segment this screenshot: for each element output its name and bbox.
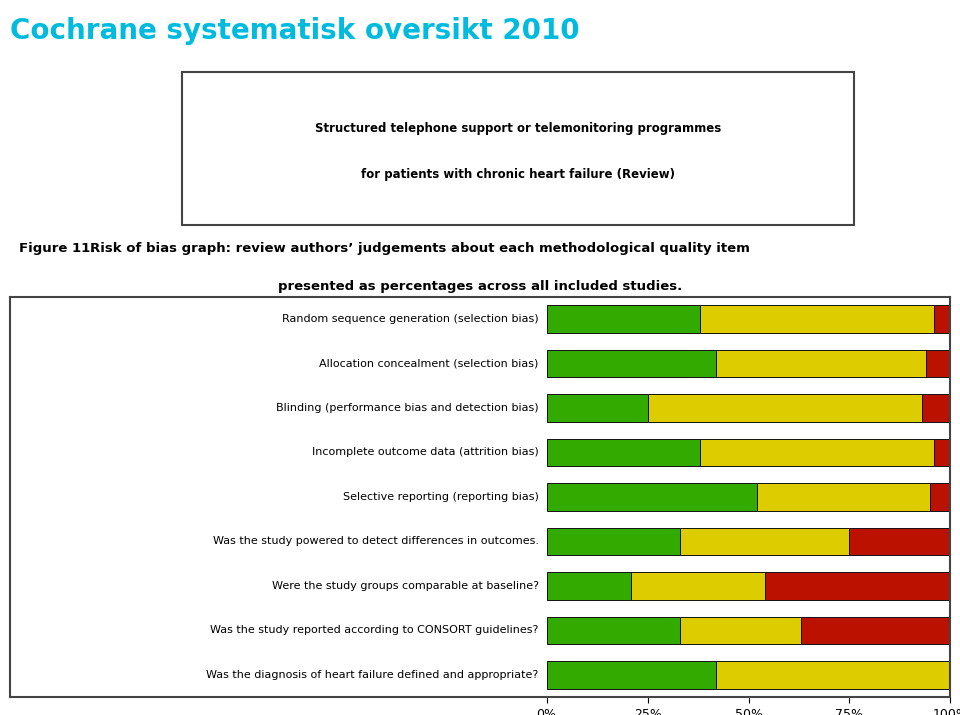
Bar xyxy=(923,394,950,422)
Text: Risk of bias graph: review authors’ judgements about each methodological quality: Risk of bias graph: review authors’ judg… xyxy=(89,242,750,255)
Bar xyxy=(716,661,950,689)
Bar xyxy=(680,528,850,556)
Bar xyxy=(930,483,950,511)
Bar xyxy=(700,438,934,466)
Bar xyxy=(648,394,923,422)
Bar xyxy=(632,572,765,600)
Bar xyxy=(546,394,648,422)
Bar xyxy=(926,350,950,378)
Text: Was the diagnosis of heart failure defined and appropriate?: Was the diagnosis of heart failure defin… xyxy=(206,670,539,680)
Bar xyxy=(546,616,680,644)
Text: Cochrane systematisk oversikt 2010: Cochrane systematisk oversikt 2010 xyxy=(10,17,579,45)
Bar xyxy=(934,438,950,466)
Text: Were the study groups comparable at baseline?: Were the study groups comparable at base… xyxy=(272,581,539,591)
Text: Was the study powered to detect differences in outcomes.: Was the study powered to detect differen… xyxy=(212,536,539,546)
Bar xyxy=(546,305,700,332)
Bar xyxy=(546,438,700,466)
Bar xyxy=(801,616,950,644)
Bar xyxy=(546,528,680,556)
Text: Blinding (performance bias and detection bias): Blinding (performance bias and detection… xyxy=(276,403,539,413)
Bar xyxy=(716,350,926,378)
Bar xyxy=(934,305,950,332)
Text: Selective reporting (reporting bias): Selective reporting (reporting bias) xyxy=(343,492,539,502)
Bar xyxy=(680,616,801,644)
Bar xyxy=(546,572,632,600)
Text: Incomplete outcome data (attrition bias): Incomplete outcome data (attrition bias) xyxy=(312,448,539,458)
Bar xyxy=(756,483,930,511)
Bar xyxy=(765,572,950,600)
Text: presented as percentages across all included studies.: presented as percentages across all incl… xyxy=(277,280,683,293)
Text: Random sequence generation (selection bias): Random sequence generation (selection bi… xyxy=(282,314,539,324)
Bar xyxy=(546,350,716,378)
Text: Allocation concealment (selection bias): Allocation concealment (selection bias) xyxy=(319,358,539,368)
Text: Structured telephone support or telemonitoring programmes: Structured telephone support or telemoni… xyxy=(315,122,722,135)
Bar xyxy=(546,483,756,511)
Bar xyxy=(700,305,934,332)
Text: Was the study reported according to CONSORT guidelines?: Was the study reported according to CONS… xyxy=(210,626,539,636)
Bar xyxy=(850,528,950,556)
Bar xyxy=(546,661,716,689)
Text: for patients with chronic heart failure (Review): for patients with chronic heart failure … xyxy=(361,168,676,181)
Text: Figure 11.: Figure 11. xyxy=(19,242,95,255)
